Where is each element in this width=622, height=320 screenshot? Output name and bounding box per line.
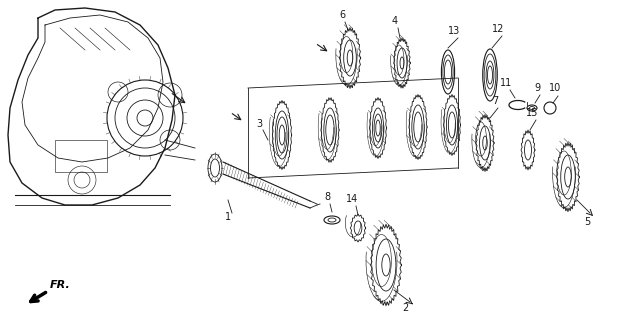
Text: FR.: FR. — [50, 280, 71, 290]
Text: 12: 12 — [492, 24, 504, 34]
Text: 14: 14 — [346, 194, 358, 204]
Text: 11: 11 — [500, 78, 512, 88]
Text: 1: 1 — [225, 212, 231, 222]
Text: 9: 9 — [534, 83, 540, 93]
Text: 15: 15 — [526, 108, 538, 118]
Text: 5: 5 — [584, 217, 590, 227]
Text: 7: 7 — [492, 96, 498, 106]
Text: 10: 10 — [549, 83, 561, 93]
Text: 2: 2 — [402, 303, 408, 313]
Text: 8: 8 — [324, 192, 330, 202]
Bar — [55, 140, 107, 172]
Text: 3: 3 — [256, 119, 262, 129]
Text: 4: 4 — [392, 16, 398, 26]
Text: 6: 6 — [339, 10, 345, 20]
Text: 13: 13 — [448, 26, 460, 36]
